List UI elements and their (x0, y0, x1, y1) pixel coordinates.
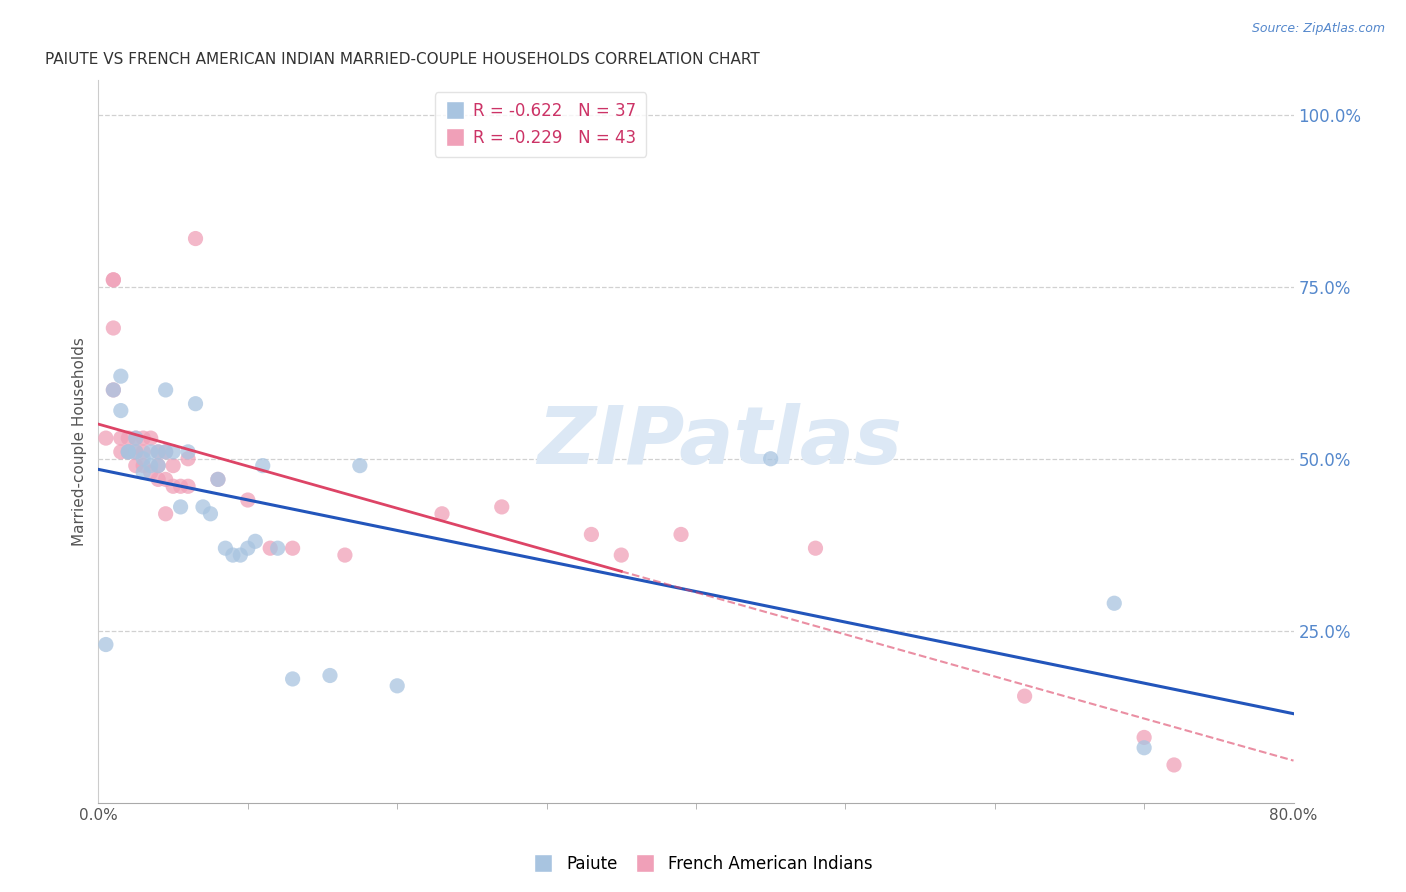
Point (132, 458, 155, 473)
Point (125, 445, 148, 459)
Point (581, 527, 603, 541)
Point (132, 451, 155, 466)
Point (259, 541, 281, 556)
Point (200, 507, 222, 521)
Point (103, 383, 125, 397)
Point (125, 458, 148, 473)
Point (333, 548, 356, 562)
Point (1104, 596, 1126, 610)
Point (385, 679, 409, 693)
Point (103, 321, 125, 335)
Point (125, 445, 148, 459)
Point (117, 445, 139, 459)
Point (319, 668, 342, 682)
Point (132, 445, 155, 459)
Point (103, 273, 125, 287)
Point (207, 472, 229, 486)
Point (139, 466, 162, 480)
Point (162, 479, 184, 493)
Point (139, 445, 162, 459)
Point (155, 507, 177, 521)
Point (148, 445, 170, 459)
Point (148, 458, 170, 473)
Point (610, 548, 633, 562)
Point (148, 445, 170, 459)
Point (430, 507, 453, 521)
Point (94, 431, 117, 445)
Point (229, 548, 252, 562)
Point (236, 493, 259, 508)
Point (110, 431, 132, 445)
Point (1133, 740, 1156, 755)
Point (155, 383, 177, 397)
Legend: R = -0.622   N = 37, R = -0.229   N = 43: R = -0.622 N = 37, R = -0.229 N = 43 (434, 92, 647, 157)
Point (169, 479, 191, 493)
Point (117, 431, 139, 445)
Point (281, 541, 304, 556)
Point (162, 458, 184, 473)
Point (139, 458, 162, 473)
Point (1133, 731, 1156, 745)
Point (245, 534, 267, 549)
Point (110, 403, 132, 417)
Point (222, 548, 245, 562)
Point (1014, 689, 1036, 703)
Point (236, 541, 259, 556)
Point (281, 672, 304, 686)
Point (669, 527, 692, 541)
Point (148, 472, 170, 486)
Point (267, 541, 290, 556)
Point (94, 638, 117, 652)
Point (155, 472, 177, 486)
Point (184, 231, 207, 245)
Point (162, 445, 184, 459)
Point (117, 445, 139, 459)
Point (177, 479, 200, 493)
Point (177, 445, 200, 459)
Point (155, 445, 177, 459)
Point (191, 500, 214, 514)
Point (103, 273, 125, 287)
Point (132, 466, 155, 480)
Point (177, 451, 200, 466)
Point (132, 431, 155, 445)
Point (214, 541, 236, 556)
Point (155, 445, 177, 459)
Text: PAIUTE VS FRENCH AMERICAN INDIAN MARRIED-COUPLE HOUSEHOLDS CORRELATION CHART: PAIUTE VS FRENCH AMERICAN INDIAN MARRIED… (45, 52, 759, 67)
Point (110, 369, 132, 384)
Point (759, 451, 782, 466)
Point (125, 431, 148, 445)
Point (804, 541, 827, 556)
Text: Source: ZipAtlas.com: Source: ZipAtlas.com (1251, 22, 1385, 36)
Point (103, 383, 125, 397)
Point (125, 431, 148, 445)
Text: ZIPatlas: ZIPatlas (537, 402, 903, 481)
Point (148, 458, 170, 473)
Y-axis label: Married-couple Households: Married-couple Households (72, 337, 87, 546)
Point (491, 500, 513, 514)
Point (252, 458, 274, 473)
Point (349, 458, 371, 473)
Point (110, 445, 132, 459)
Point (169, 500, 191, 514)
Point (1163, 758, 1185, 772)
Point (117, 445, 139, 459)
Legend: Paiute, French American Indians: Paiute, French American Indians (527, 848, 879, 880)
Point (207, 472, 229, 486)
Point (139, 431, 162, 445)
Point (184, 397, 207, 411)
